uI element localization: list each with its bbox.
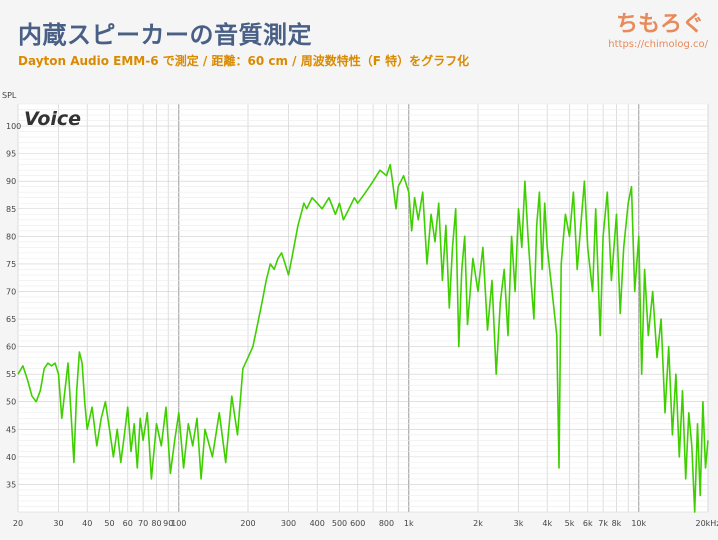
y-tick-label: 45 xyxy=(6,425,16,434)
y-tick-label: 55 xyxy=(6,370,16,379)
x-tick-label: 60 xyxy=(123,519,133,528)
x-tick-label: 5k xyxy=(565,519,575,528)
x-tick-label: 70 xyxy=(138,519,148,528)
y-axis-ticks: 35 40 45 50 55 60 65 70 75 80 85 90 95 100 xyxy=(6,122,21,489)
y-tick-label: 100 xyxy=(6,122,21,131)
x-tick-label: 800 xyxy=(379,519,394,528)
y-tick-label: 35 xyxy=(6,480,16,489)
x-tick-label: 6k xyxy=(583,519,593,528)
series-line-1 xyxy=(17,163,709,513)
chart-title: Voice xyxy=(24,108,81,130)
brand-url: https://chimolog.co/ xyxy=(608,39,708,50)
x-tick-label: 400 xyxy=(310,519,325,528)
x-tick-label: 300 xyxy=(281,519,296,528)
x-tick-label: 90 xyxy=(163,519,173,528)
x-tick-label: 80 xyxy=(151,519,161,528)
brand-logo: ちもろぐ xyxy=(615,12,704,37)
y-tick-label: 90 xyxy=(6,177,16,186)
x-tick-label: 20kHz xyxy=(695,519,718,528)
x-tick-label: 2k xyxy=(473,519,483,528)
y-tick-label: 65 xyxy=(6,315,16,324)
y-axis-label: SPL xyxy=(2,91,17,100)
x-tick-label: 8k xyxy=(612,519,622,528)
x-tick-label: 200 xyxy=(240,519,255,528)
x-tick-label: 100 xyxy=(171,519,186,528)
y-tick-label: 60 xyxy=(6,343,16,352)
page-title: 内蔵スピーカーの音質測定 xyxy=(18,21,312,49)
x-tick-label: 40 xyxy=(82,519,92,528)
x-tick-label: 3k xyxy=(514,519,524,528)
x-tick-label: 50 xyxy=(104,519,114,528)
x-tick-label: 500 xyxy=(332,519,347,528)
series-layer xyxy=(17,163,709,513)
x-tick-label: 30 xyxy=(53,519,63,528)
y-tick-label: 50 xyxy=(6,398,16,407)
y-tick-label: 85 xyxy=(6,205,16,214)
y-tick-label: 95 xyxy=(6,150,16,159)
y-tick-label: 70 xyxy=(6,287,16,296)
page-subtitle: Dayton Audio EMM-6 で測定 / 距離：60 cm / 周波数特… xyxy=(18,54,470,68)
y-tick-label: 75 xyxy=(6,260,16,269)
x-tick-label: 10k xyxy=(631,519,646,528)
x-tick-label: 20 xyxy=(13,519,23,528)
y-tick-label: 80 xyxy=(6,232,16,241)
y-tick-label: 40 xyxy=(6,453,16,462)
x-tick-label: 7k xyxy=(598,519,608,528)
x-tick-label: 4k xyxy=(542,519,552,528)
x-tick-label: 600 xyxy=(350,519,365,528)
x-tick-label: 1k xyxy=(404,519,414,528)
